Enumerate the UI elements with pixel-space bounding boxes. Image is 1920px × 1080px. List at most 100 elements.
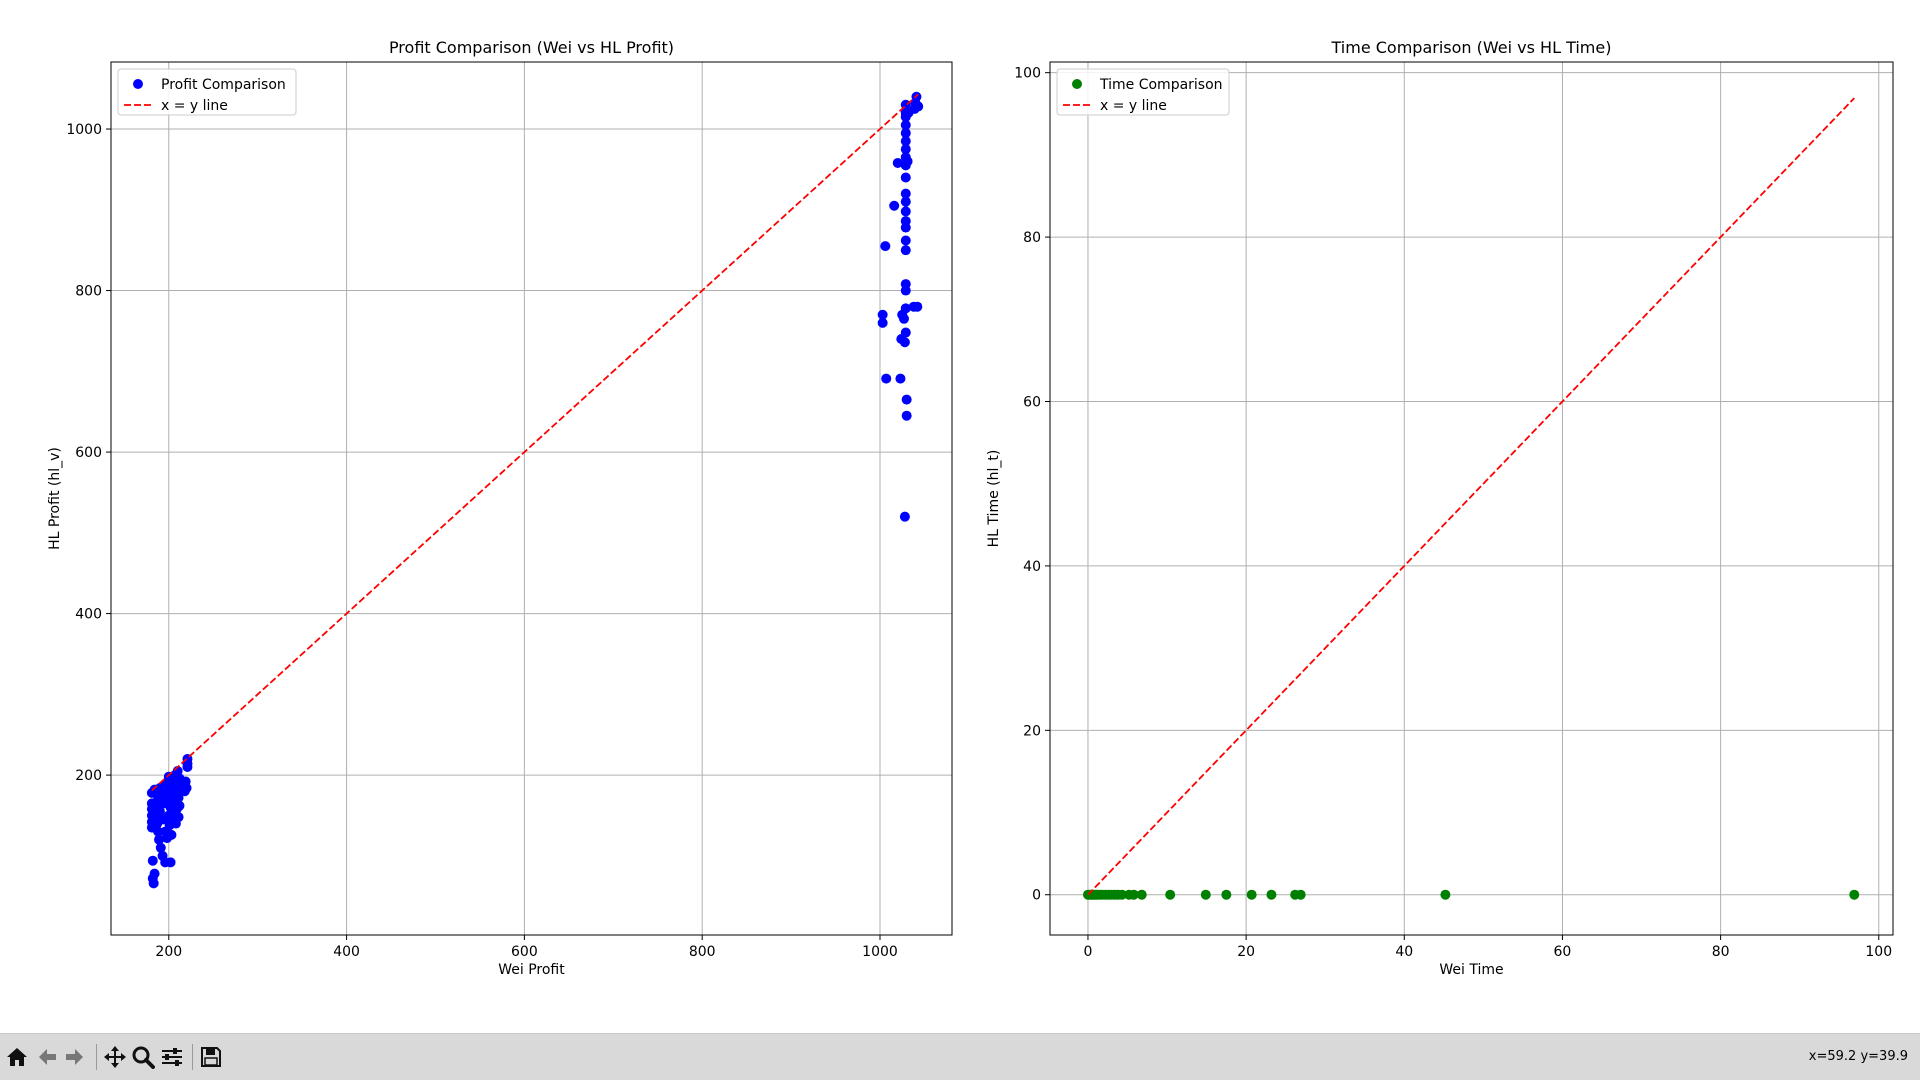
data-point <box>1440 889 1451 900</box>
x-tick-label: 800 <box>689 944 716 960</box>
forward-button[interactable] <box>62 1044 88 1070</box>
save-button[interactable] <box>198 1044 224 1070</box>
data-point <box>899 511 910 522</box>
y-tick-label: 200 <box>75 768 102 784</box>
x-tick-label: 200 <box>155 944 182 960</box>
data-point <box>1849 889 1860 900</box>
home-button[interactable] <box>4 1044 30 1070</box>
axes-frame <box>110 61 953 936</box>
home-icon <box>7 1048 27 1066</box>
plot-area <box>1082 97 1860 900</box>
data-point <box>1221 889 1232 900</box>
x-tick-label: 40 <box>1395 944 1413 960</box>
data-point <box>899 337 910 348</box>
data-point <box>900 279 911 290</box>
y-tick-label: 600 <box>75 445 102 461</box>
data-point <box>1128 889 1139 900</box>
data-point <box>1200 889 1211 900</box>
legend: Time Comparison x = y line <box>1056 68 1230 116</box>
data-point <box>900 188 911 199</box>
data-point <box>900 206 911 217</box>
data-point <box>1246 889 1257 900</box>
navigation-toolbar: x=59.2 y=39.9 <box>0 1033 1920 1080</box>
reference-line <box>151 93 919 792</box>
data-point <box>154 834 165 845</box>
data-point <box>892 157 903 168</box>
x-tick-label: 20 <box>1237 944 1255 960</box>
legend-marker <box>133 79 143 89</box>
legend-box <box>1056 68 1230 116</box>
legend-marker <box>1072 79 1082 89</box>
y-tick-label: 20 <box>1023 723 1041 739</box>
x-tick-label: 100 <box>1865 944 1892 960</box>
data-point <box>877 317 888 328</box>
data-point <box>900 128 911 139</box>
chart-title: Time Comparison (Wei vs HL Time) <box>1331 38 1612 57</box>
data-point <box>900 235 911 246</box>
data-point <box>1295 889 1306 900</box>
data-point <box>895 373 906 384</box>
chart-1: 200 400 600 800 1000 200 400 600 800 1000 Profit C… <box>47 38 953 978</box>
y-tick-label: 100 <box>1014 66 1041 82</box>
reference-line <box>1087 97 1855 896</box>
pan-icon <box>104 1046 126 1068</box>
data-point <box>900 144 911 155</box>
axes-frame <box>1049 61 1894 936</box>
data-point <box>147 855 158 866</box>
data-point <box>900 136 911 147</box>
cursor-coordinates: x=59.2 y=39.9 <box>1808 1049 1908 1064</box>
legend-label: x = y line <box>1100 98 1167 114</box>
x-tick-label: 0 <box>1083 944 1092 960</box>
back-icon <box>39 1049 56 1065</box>
x-axis-label: Wei Time <box>1439 962 1503 978</box>
data-point <box>149 868 160 879</box>
zoom-button[interactable] <box>130 1044 156 1070</box>
y-axis-label: HL Profit (hl_v) <box>47 447 63 550</box>
data-point <box>148 878 159 889</box>
configure-subplots-icon <box>162 1048 182 1066</box>
data-point <box>881 373 892 384</box>
data-point <box>900 172 911 183</box>
data-point <box>154 806 165 817</box>
x-tick-label: 60 <box>1554 944 1572 960</box>
data-point <box>165 857 176 868</box>
data-point <box>913 101 924 112</box>
x-tick-label: 400 <box>333 944 360 960</box>
y-tick-label: 60 <box>1023 395 1041 411</box>
legend-label: x = y line <box>161 98 228 114</box>
y-tick-label: 1000 <box>66 122 102 138</box>
save-icon <box>201 1047 221 1067</box>
x-tick-label: 1000 <box>862 944 898 960</box>
y-tick-label: 40 <box>1023 559 1041 575</box>
data-point <box>902 156 913 167</box>
forward-icon <box>66 1049 83 1065</box>
data-point <box>877 309 888 320</box>
y-tick-label: 0 <box>1032 888 1041 904</box>
data-point <box>1165 889 1176 900</box>
configure-subplots-button[interactable] <box>159 1044 185 1070</box>
pan-button[interactable] <box>102 1044 128 1070</box>
data-point <box>1136 889 1147 900</box>
chart-2: 0 20 40 60 80 100 0 20 40 60 80 100 Time Comparison … <box>986 38 1894 978</box>
plot-area <box>146 91 924 889</box>
data-point <box>166 829 177 840</box>
data-point <box>900 303 911 314</box>
back-button[interactable] <box>34 1044 60 1070</box>
data-point <box>1266 889 1277 900</box>
data-point <box>900 327 911 338</box>
data-point <box>174 800 185 811</box>
legend-label: Time Comparison <box>1099 77 1223 93</box>
chart-title: Profit Comparison (Wei vs HL Profit) <box>389 38 674 57</box>
toolbar-separator <box>192 1044 193 1070</box>
data-point <box>173 812 184 823</box>
data-point <box>901 394 912 405</box>
data-point <box>153 826 164 837</box>
toolbar-separator <box>96 1044 97 1070</box>
data-point <box>155 842 166 853</box>
figure-canvas: 200 400 600 800 1000 200 400 600 800 1000 Profit C… <box>47 38 1894 978</box>
data-point <box>900 196 911 207</box>
y-axis-label: HL Time (hl_t) <box>986 450 1002 548</box>
data-point <box>901 410 912 421</box>
zoom-icon <box>132 1046 155 1069</box>
